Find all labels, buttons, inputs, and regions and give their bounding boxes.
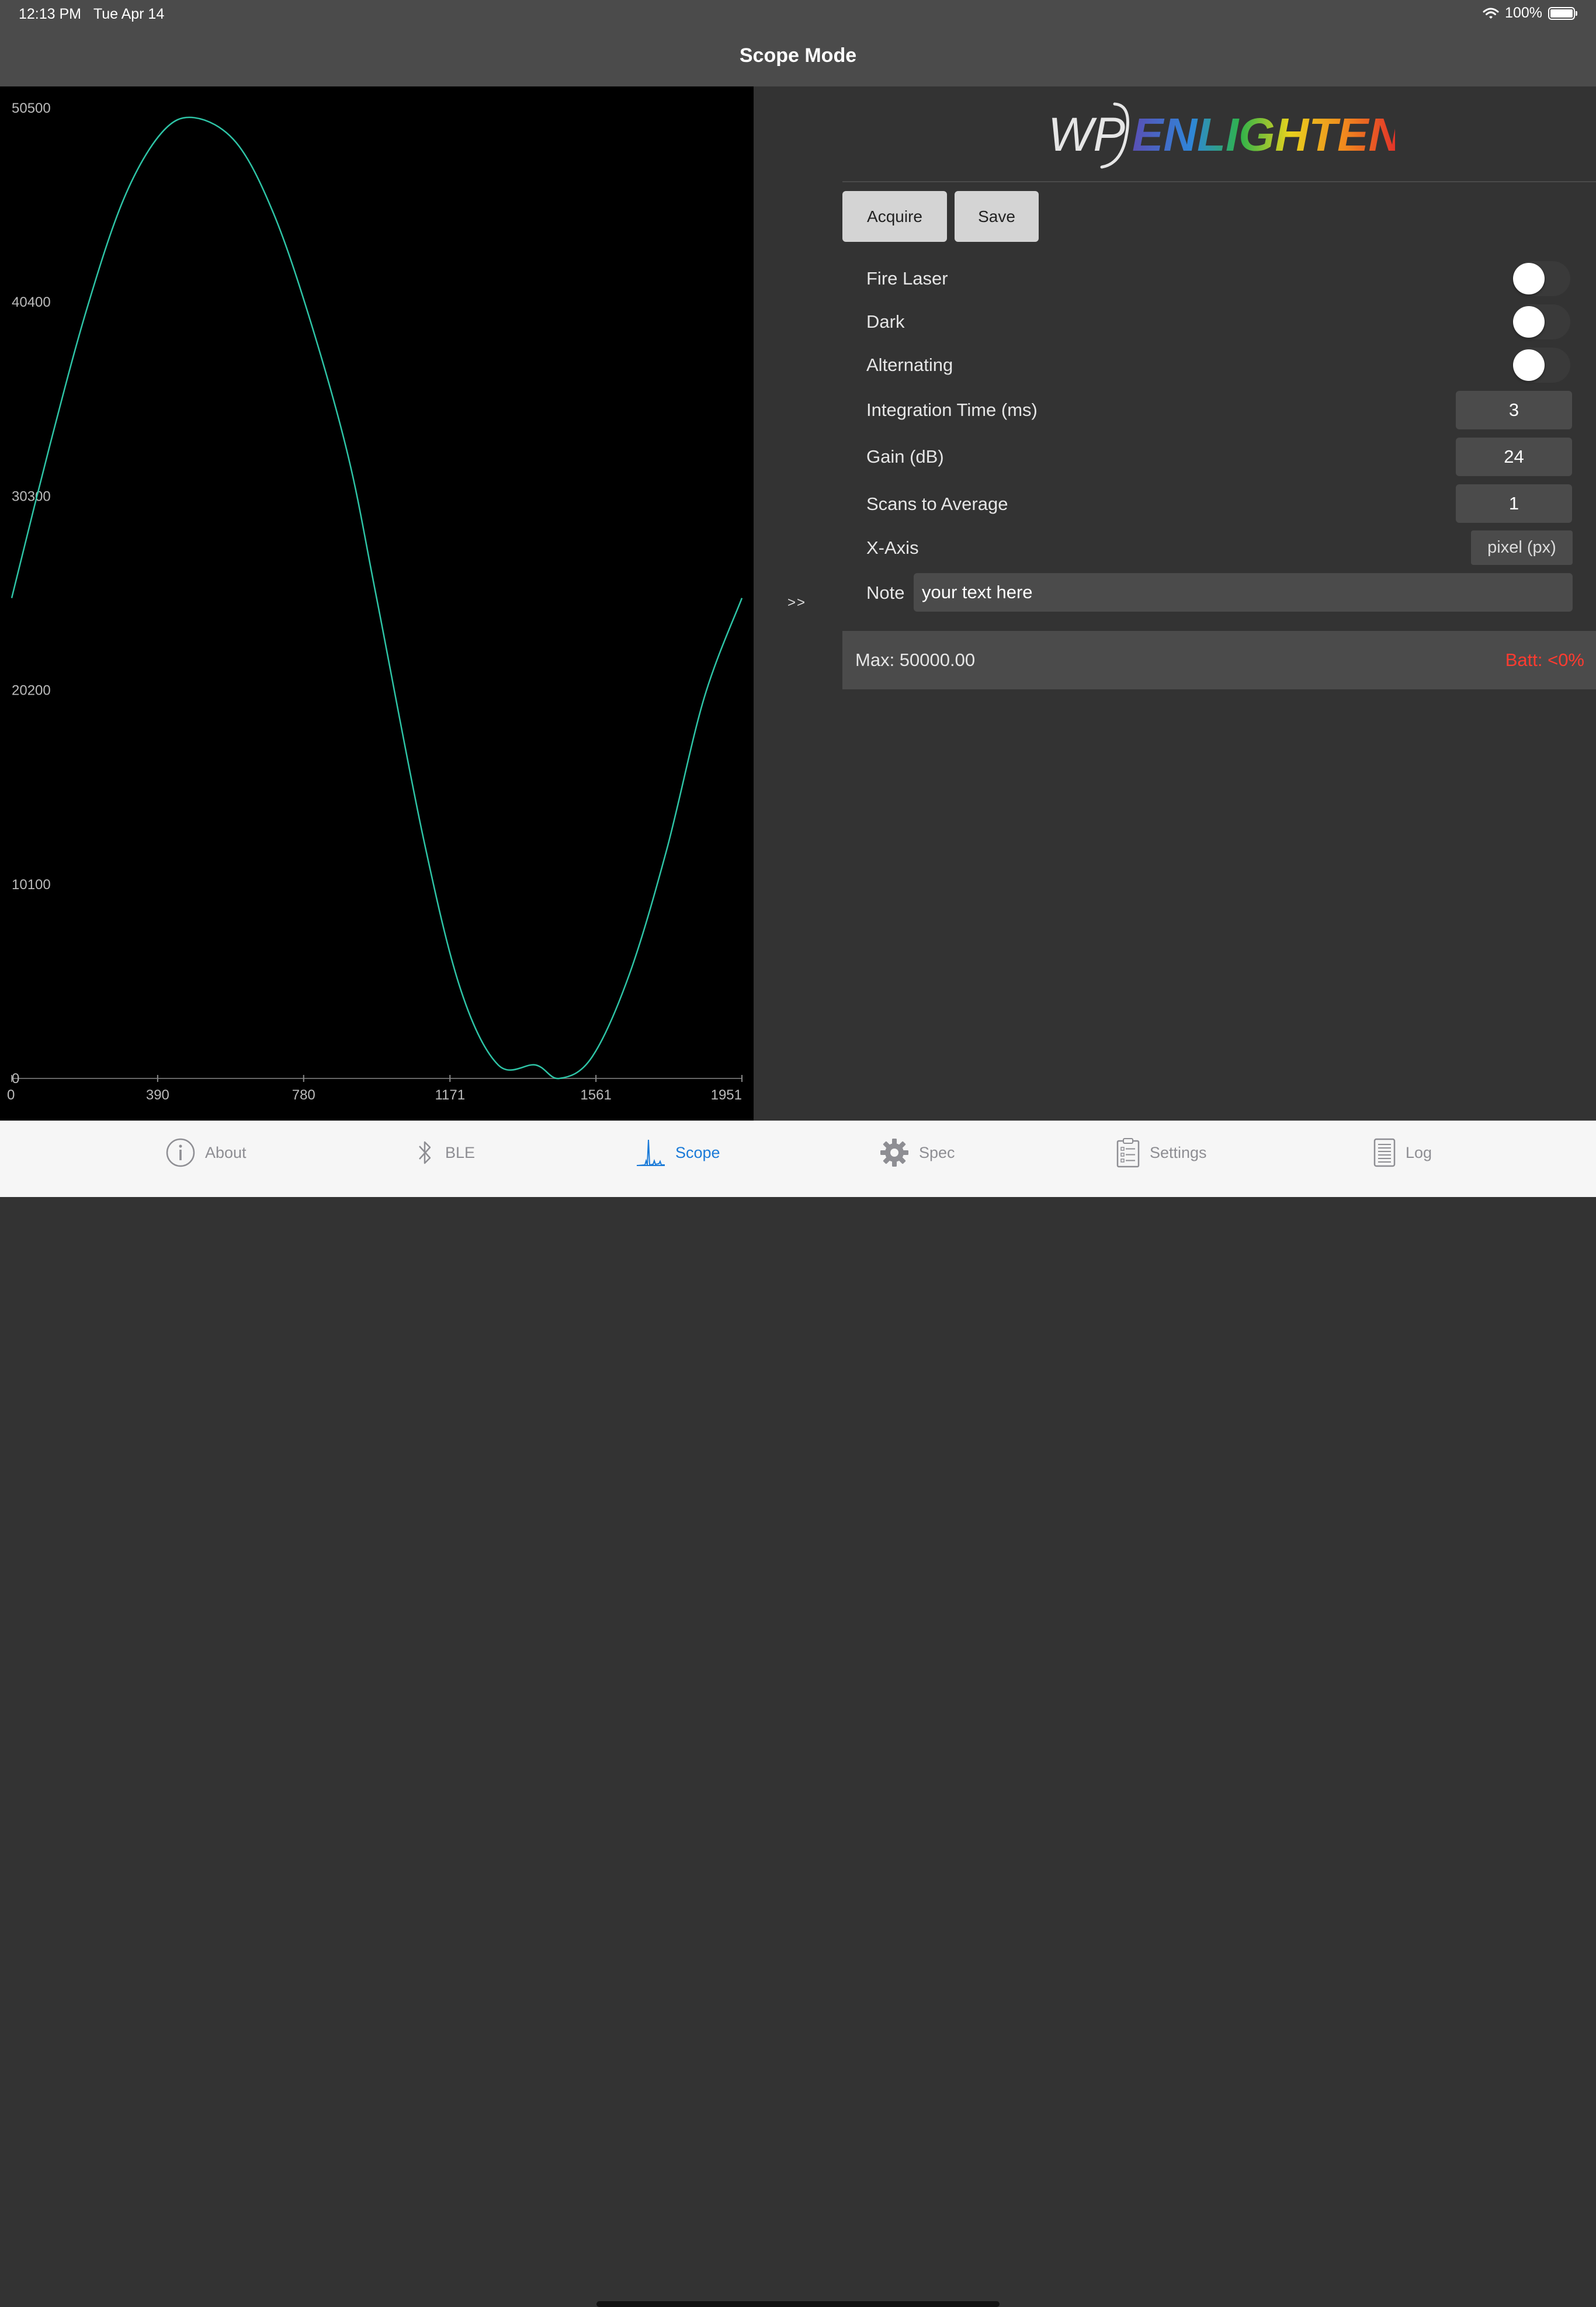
tab-label: Spec xyxy=(919,1143,955,1161)
x-axis-label: X-Axis xyxy=(866,537,919,558)
tab-ble[interactable]: BLE xyxy=(415,1135,475,1170)
document-icon xyxy=(1373,1138,1396,1167)
x-axis-select[interactable]: pixel (px) xyxy=(1471,530,1573,565)
acquire-button[interactable]: Acquire xyxy=(842,191,947,242)
x-tick-label: 0 xyxy=(7,1087,15,1103)
toggle-knob xyxy=(1513,349,1545,381)
y-tick-label: 10100 xyxy=(12,877,51,893)
fire-laser-label: Fire Laser xyxy=(866,268,948,289)
y-tick-label: 40400 xyxy=(12,294,51,310)
tab-settings[interactable]: Settings xyxy=(1116,1135,1207,1170)
tab-label: BLE xyxy=(445,1143,476,1161)
tab-label: About xyxy=(205,1143,247,1161)
bluetooth-icon xyxy=(419,1141,431,1164)
wifi-icon xyxy=(1483,8,1499,19)
save-button[interactable]: Save xyxy=(955,191,1039,242)
spectrum-icon xyxy=(637,1139,665,1166)
tab-label: Scope xyxy=(675,1143,720,1161)
tab-about[interactable]: About xyxy=(165,1135,247,1170)
svg-text:ENLIGHTEN: ENLIGHTEN xyxy=(1132,109,1395,161)
x-tick-label: 1951 xyxy=(711,1087,742,1103)
tab-scope[interactable]: Scope xyxy=(636,1135,720,1170)
x-tick-label: 1171 xyxy=(435,1087,465,1103)
info-icon xyxy=(166,1138,195,1167)
y-tick-label: 30300 xyxy=(12,488,51,504)
expand-toggle-button[interactable]: >> xyxy=(787,595,807,610)
scans-to-average-label: Scans to Average xyxy=(866,494,1008,514)
x-tick-label: 780 xyxy=(292,1087,315,1103)
navigation-bar: Scope Mode xyxy=(0,28,1596,86)
toggle-knob xyxy=(1513,306,1545,338)
status-bar: 12:13 PM Tue Apr 14 100% xyxy=(0,0,1596,28)
tab-bar: About BLE Scope S xyxy=(0,1120,1596,2307)
gain-label: Gain (dB) xyxy=(866,446,944,467)
tab-label: Settings xyxy=(1150,1143,1207,1161)
status-right: 100% xyxy=(1483,5,1577,22)
scope-chart[interactable]: 0 390 780 1171 1561 1951 0 10100 20200 30300 40400… xyxy=(0,86,754,1120)
clipboard-icon xyxy=(1116,1138,1140,1168)
status-panel: Max: 50000.00 Batt: <0% xyxy=(842,631,1596,689)
svg-text:WP: WP xyxy=(1048,108,1125,161)
status-time: 12:13 PM Tue Apr 14 xyxy=(19,6,165,22)
gain-field[interactable]: 24 xyxy=(1456,438,1572,476)
y-tick-label: 20200 xyxy=(12,683,51,699)
y-tick-label: 0 xyxy=(12,1071,19,1087)
series-line xyxy=(11,116,743,1080)
wasatch-enlighten-logo: WP ENLIGHTEN xyxy=(1045,88,1395,175)
note-input[interactable] xyxy=(914,573,1573,612)
tab-spec[interactable]: Spec xyxy=(879,1135,955,1170)
alternating-toggle[interactable] xyxy=(1513,348,1570,383)
max-value-text: Max: 50000.00 xyxy=(855,650,976,670)
y-tick-label: 50500 xyxy=(12,100,51,116)
integration-time-label: Integration Time (ms) xyxy=(866,400,1038,420)
x-tick-label: 390 xyxy=(146,1087,169,1103)
tab-label: Log xyxy=(1406,1143,1432,1161)
gear-icon xyxy=(880,1139,908,1167)
note-label: Note xyxy=(866,582,905,603)
integration-time-field[interactable]: 3 xyxy=(1456,391,1572,429)
x-tick-label: 1561 xyxy=(580,1087,611,1103)
home-indicator xyxy=(596,2301,1000,2307)
page-title: Scope Mode xyxy=(739,44,857,67)
tab-log[interactable]: Log xyxy=(1373,1135,1432,1170)
scans-to-average-field[interactable]: 1 xyxy=(1456,484,1572,523)
fire-laser-toggle[interactable] xyxy=(1513,261,1570,296)
header-divider xyxy=(842,181,1596,182)
dark-toggle[interactable] xyxy=(1513,304,1570,339)
chart-svg: 0 390 780 1171 1561 1951 0 10100 20200 30300 40400… xyxy=(7,100,743,1103)
battery-status-text: Batt: <0% xyxy=(1505,650,1584,670)
toggle-knob xyxy=(1513,263,1545,294)
battery-percent: 100% xyxy=(1505,5,1542,21)
battery-icon xyxy=(1548,6,1577,20)
dark-label: Dark xyxy=(866,311,905,332)
alternating-label: Alternating xyxy=(866,355,953,375)
